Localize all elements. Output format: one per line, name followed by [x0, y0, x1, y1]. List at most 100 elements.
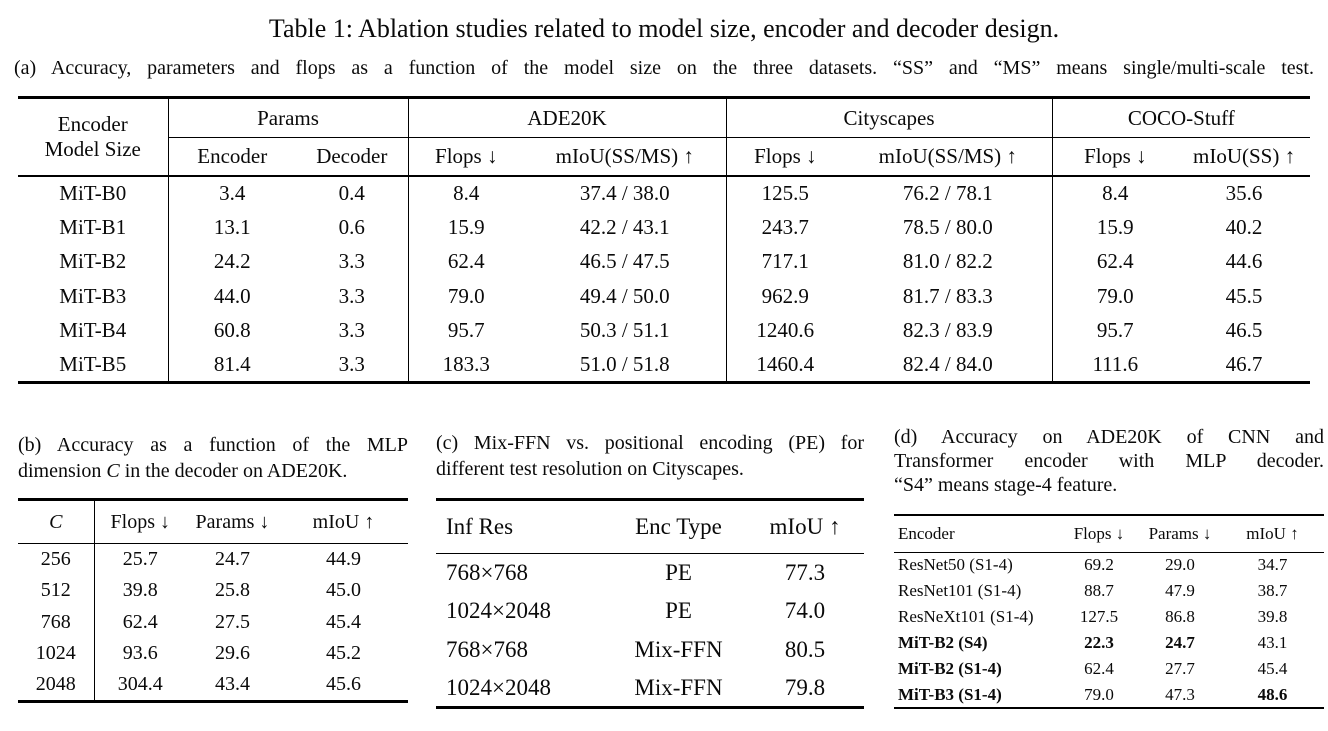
table-b-header-row: C Flops ↓ Params ↓ mIoU ↑ — [18, 499, 408, 544]
sub-tables-section: (b) Accuracy as a function of the MLP di… — [0, 425, 1328, 731]
cell: 45.5 — [1225, 283, 1263, 308]
ade20k-flops-header: Flops ↓ — [407, 137, 525, 177]
coco-stuff-group-header: COCO-Stuff — [1051, 97, 1311, 138]
table-row: 768×768 PE 77.3 — [436, 554, 864, 593]
subtable-b-block: (b) Accuracy as a function of the MLP di… — [18, 425, 408, 703]
cell: 35.6 — [1225, 180, 1263, 205]
cell: Mix-FFN — [634, 674, 723, 700]
cell: 25.7 — [93, 543, 186, 575]
row-label: 256 — [40, 548, 71, 570]
cell: 47.3 — [1165, 684, 1195, 704]
params-decoder-header: Decoder — [296, 137, 409, 177]
cell: 46.7 — [1225, 352, 1263, 376]
cell: 79.0 — [1084, 684, 1114, 704]
table-d-header-row: Encoder Flops ↓ Params ↓ mIoU ↑ — [894, 515, 1324, 553]
cell: 25.8 — [215, 579, 250, 602]
ade20k-group-header: ADE20K — [407, 97, 727, 138]
cell: 8.4 — [407, 175, 525, 210]
cell: 45.2 — [326, 642, 361, 665]
table-row: MiT-B2 24.2 3.3 62.4 46.5 / 47.5 717.1 8… — [18, 244, 1310, 279]
table-c: Inf Res Enc Type mIoU ↑ 768×768 PE 77.3 … — [436, 498, 864, 709]
table-row: 2048 304.4 43.4 45.6 — [18, 669, 408, 701]
cell: 44.6 — [1225, 249, 1263, 274]
cell: 304.4 — [93, 669, 186, 701]
cell: 111.6 — [1051, 348, 1179, 383]
cell: 1240.6 — [725, 313, 845, 348]
cell: 8.4 — [1051, 175, 1179, 210]
table-row: MiT-B3 44.0 3.3 79.0 49.4 / 50.0 962.9 8… — [18, 279, 1310, 314]
cell: 95.7 — [407, 313, 525, 348]
cell: 24.7 — [1165, 633, 1195, 652]
encoder-header-line1: Encoder — [57, 111, 128, 136]
cell: 27.7 — [1165, 659, 1195, 678]
cell: 39.8 — [1257, 607, 1288, 626]
cell: 74.0 — [784, 598, 826, 624]
row-label: MiT-B2 (S4) — [898, 633, 988, 652]
params-header: Params ↓ — [186, 499, 279, 544]
table-row: 1024 93.6 29.6 45.2 — [18, 638, 408, 670]
cell: 45.4 — [326, 610, 361, 633]
row-label: MiT-B5 — [59, 352, 127, 376]
cell: 81.0 / 82.2 — [902, 249, 993, 274]
cell: 3.3 — [338, 318, 365, 343]
table-d: Encoder Flops ↓ Params ↓ mIoU ↑ ResNet50… — [894, 514, 1324, 709]
encoder-header-line2: Model Size — [44, 136, 141, 161]
row-label: MiT-B1 — [59, 214, 127, 239]
cell: 42.2 / 43.1 — [579, 214, 670, 239]
cell: 45.4 — [1257, 659, 1288, 678]
cell: 81.7 / 83.3 — [902, 283, 993, 308]
cell: 81.4 — [167, 348, 296, 383]
caption-b: (b) Accuracy as a function of the MLP di… — [18, 432, 408, 484]
coco-miou-header: mIoU(SS) ↑ — [1178, 137, 1311, 177]
cell: 0.6 — [338, 214, 365, 239]
row-label: 1024 — [35, 642, 76, 665]
cell: 48.6 — [1257, 684, 1288, 704]
cell: 39.8 — [93, 575, 186, 607]
cell: 43.4 — [215, 673, 250, 695]
cell: 3.3 — [338, 249, 365, 274]
row-label: 1024×2048 — [446, 598, 551, 624]
row-label: 2048 — [35, 673, 76, 695]
cell: 44.0 — [167, 279, 296, 314]
cell: 95.7 — [1051, 313, 1179, 348]
cell: 78.5 / 80.0 — [902, 214, 993, 239]
row-label: ResNeXt101 (S1-4) — [898, 607, 1034, 626]
enc-type-header: Enc Type — [611, 499, 746, 554]
cell: 79.0 — [407, 279, 525, 314]
table-row: MiT-B4 60.8 3.3 95.7 50.3 / 51.1 1240.6 … — [18, 313, 1310, 348]
row-label: 768×768 — [446, 636, 528, 662]
cell: 69.2 — [1084, 555, 1114, 575]
caption-b-line1: (b) Accuracy as a function of the MLP — [18, 434, 408, 456]
caption-a: (a) Accuracy, parameters and flops as a … — [14, 57, 1314, 79]
caption-d-line1: (d) Accuracy on ADE20K of CNN and — [894, 426, 1324, 448]
c-header: C — [18, 499, 94, 544]
params-header: Params ↓ — [1139, 515, 1221, 553]
cell: 62.4 — [1051, 244, 1179, 279]
cell: 243.7 — [725, 210, 845, 245]
cell: 38.7 — [1257, 581, 1288, 600]
cell: 962.9 — [725, 279, 845, 314]
ade20k-miou-header: mIoU(SS/MS) ↑ — [524, 137, 727, 177]
cell: 86.8 — [1165, 607, 1195, 626]
cell: 62.4 — [407, 244, 525, 279]
coco-flops-header: Flops ↓ — [1051, 137, 1179, 177]
cell: 40.2 — [1225, 214, 1263, 239]
table-a-group-header-row: Encoder Model Size Params ADE20K Citysca… — [18, 97, 1311, 177]
cell: 60.8 — [167, 313, 296, 348]
cell: 3.3 — [338, 283, 365, 308]
table-row: ResNeXt101 (S1-4) 127.5 86.8 39.8 — [894, 604, 1324, 630]
cell: 46.5 — [1225, 318, 1263, 343]
cell: 62.4 — [1084, 659, 1114, 678]
row-label: MiT-B0 — [59, 180, 127, 205]
cell: 62.4 — [93, 606, 186, 638]
caption-d-line3: “S4” means stage-4 feature. — [894, 474, 1118, 496]
params-encoder-header: Encoder — [167, 137, 296, 177]
row-label: MiT-B2 — [59, 249, 127, 274]
encoder-header: Encoder — [894, 515, 1059, 553]
row-label: 512 — [40, 579, 71, 602]
table-b: C Flops ↓ Params ↓ mIoU ↑ 256 25.7 24.7 … — [18, 498, 408, 703]
table-c-header-row: Inf Res Enc Type mIoU ↑ — [436, 499, 864, 554]
cell: 45.0 — [326, 579, 361, 602]
cell: 88.7 — [1084, 581, 1114, 600]
